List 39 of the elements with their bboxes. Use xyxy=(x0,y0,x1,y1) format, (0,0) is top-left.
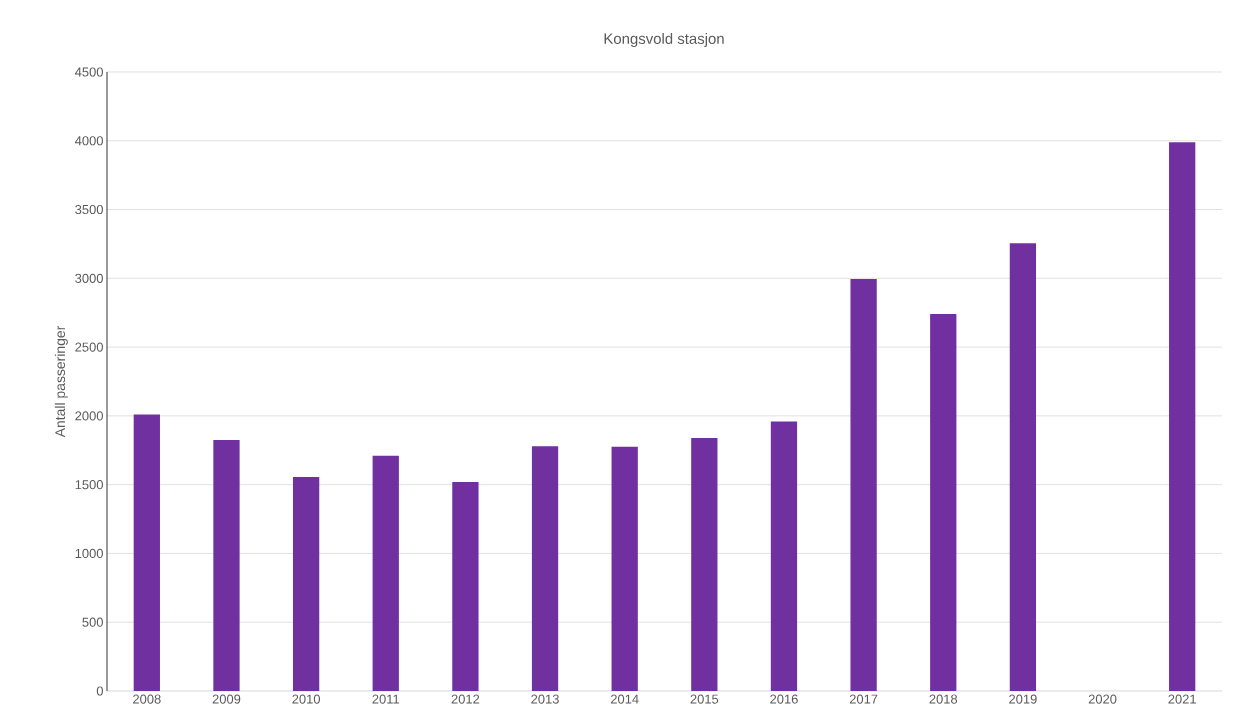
y-tick-label: 1500 xyxy=(75,480,103,490)
x-tick-label: 2015 xyxy=(690,694,719,704)
x-tick-label: 2019 xyxy=(1009,694,1037,704)
x-tick-label: 2012 xyxy=(451,694,480,704)
bar xyxy=(452,481,479,691)
x-tick-label: 2008 xyxy=(133,694,161,704)
x-tick-label: 2010 xyxy=(292,694,321,704)
x-tick-label: 2021 xyxy=(1168,694,1196,704)
bar xyxy=(1009,243,1037,691)
bar xyxy=(531,446,559,691)
bar xyxy=(770,421,798,691)
chart-title: Kongsvold stasjon xyxy=(604,33,724,47)
bar xyxy=(133,414,160,691)
bar xyxy=(372,455,399,691)
x-tick-label: 2009 xyxy=(212,694,241,704)
y-tick-label: 2500 xyxy=(75,342,103,352)
bar xyxy=(213,439,240,691)
x-tick-label: 2016 xyxy=(770,694,798,704)
y-tick-label: 3500 xyxy=(75,204,103,215)
x-tick-label: 2020 xyxy=(1088,694,1117,704)
y-tick-label: 2000 xyxy=(75,411,103,421)
y-tick-label: 4000 xyxy=(74,136,103,146)
bar xyxy=(691,437,718,691)
bar xyxy=(850,279,877,691)
bar xyxy=(292,477,320,691)
y-tick-label: 4500 xyxy=(74,67,103,77)
x-tick-label: 2017 xyxy=(849,694,878,704)
y-tick-label: 500 xyxy=(82,617,103,627)
x-tick-label: 2018 xyxy=(929,694,958,704)
bar xyxy=(611,446,638,691)
bar xyxy=(1169,142,1196,691)
x-tick-label: 2014 xyxy=(610,694,639,704)
bar xyxy=(930,314,957,691)
y-tick-label: 3000 xyxy=(75,273,103,283)
x-tick-label: 2011 xyxy=(372,694,400,704)
y-tick-label: 0 xyxy=(96,686,103,696)
y-tick-label: 1000 xyxy=(75,548,103,559)
x-tick-label: 2013 xyxy=(531,694,559,704)
y-axis-title: Antall passeringer xyxy=(54,325,68,438)
